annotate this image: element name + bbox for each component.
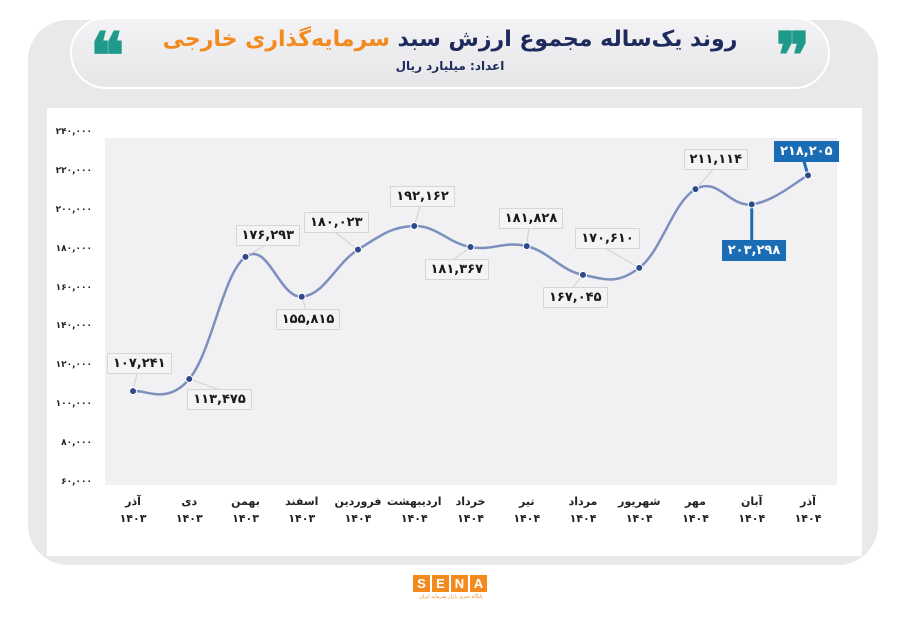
logo-letter: E bbox=[432, 575, 449, 592]
data-label: ۱۷۰,۶۱۰ bbox=[575, 227, 640, 249]
x-tick-label: آذر ۱۴۰۴ bbox=[773, 493, 843, 527]
logo-tagline: پایگاه خبری بازار سرمایه ایران bbox=[419, 594, 483, 600]
y-tick-label: ۱۲۰,۰۰۰ bbox=[55, 360, 92, 371]
x-tick-month: آذر bbox=[800, 495, 816, 508]
label-leader-line bbox=[604, 247, 640, 269]
label-leader-line bbox=[333, 231, 359, 251]
logo-letter: N bbox=[451, 575, 468, 592]
x-tick-month: آذر bbox=[125, 495, 141, 508]
data-point-marker bbox=[804, 171, 812, 180]
header-banner: ❝ روند یک‌ساله مجموع ارزش سبد سرمایه‌گذا… bbox=[70, 17, 830, 89]
x-tick-year: ۱۴۰۳ bbox=[175, 512, 203, 525]
y-tick-label: ۱۴۰,۰۰۰ bbox=[55, 321, 92, 332]
x-tick-year: ۱۴۰۴ bbox=[457, 512, 484, 525]
x-tick-label: فروردین ۱۴۰۴ bbox=[323, 493, 393, 527]
x-tick-label: آذر ۱۴۰۳ bbox=[98, 493, 168, 527]
chart-subtitle: اعداد: میلیارد ریال bbox=[395, 59, 505, 73]
data-label: ۱۷۶,۲۹۳ bbox=[235, 224, 301, 246]
x-tick-label: اسفند ۱۴۰۳ bbox=[267, 493, 337, 527]
y-tick-label: ۱۰۰,۰۰۰ bbox=[55, 399, 92, 410]
x-tick-month: خرداد bbox=[455, 495, 486, 508]
x-tick-month: فروردین bbox=[334, 495, 382, 508]
x-tick-year: ۱۴۰۴ bbox=[625, 512, 653, 525]
x-tick-label: مهر ۱۴۰۴ bbox=[661, 493, 731, 527]
x-tick-month: مهر bbox=[685, 495, 706, 508]
data-label: ۱۵۵,۸۱۵ bbox=[275, 308, 341, 330]
highlighted-data-label: ۲۱۸,۲۰۵ bbox=[774, 141, 839, 163]
y-tick-label: ۲۰۰,۰۰۰ bbox=[55, 204, 92, 215]
logo-letter: S bbox=[413, 575, 430, 592]
data-point-marker bbox=[241, 252, 250, 261]
x-tick-label: خرداد ۱۴۰۴ bbox=[436, 493, 506, 527]
x-tick-month: آبان bbox=[741, 495, 763, 508]
x-tick-label: تیر ۱۴۰۴ bbox=[492, 493, 562, 527]
y-tick-label: ۶۰,۰۰۰ bbox=[61, 477, 92, 487]
plot-area bbox=[105, 138, 837, 485]
data-point-marker bbox=[410, 222, 419, 231]
title-main: روند یک‌ساله مجموع ارزش سبد bbox=[397, 27, 738, 52]
x-tick-year: ۱۴۰۴ bbox=[682, 512, 709, 525]
x-tick-month: بهمن bbox=[231, 495, 260, 508]
data-point-marker bbox=[297, 292, 306, 301]
x-tick-year: ۱۴۰۴ bbox=[344, 512, 372, 525]
x-tick-month: اردیبهشت bbox=[387, 495, 442, 508]
series-line bbox=[132, 174, 809, 396]
data-label: ۱۹۲,۱۶۲ bbox=[390, 186, 455, 208]
label-leader-line bbox=[695, 168, 714, 190]
x-tick-label: بهمن ۱۴۰۳ bbox=[211, 493, 281, 527]
x-tick-label: مرداد ۱۴۰۴ bbox=[548, 493, 618, 527]
chart-title: روند یک‌ساله مجموع ارزش سبد سرمایه‌گذاری… bbox=[72, 27, 828, 52]
x-tick-label: دی ۱۴۰۳ bbox=[154, 493, 224, 527]
data-label: ۱۸۱,۳۶۷ bbox=[424, 259, 490, 280]
x-tick-year: ۱۴۰۳ bbox=[288, 512, 316, 525]
x-tick-month: مرداد bbox=[568, 495, 598, 508]
y-tick-label: ۲۲۰,۰۰۰ bbox=[55, 165, 92, 176]
data-label: ۱۱۳,۴۷۵ bbox=[187, 389, 252, 411]
x-tick-year: ۱۴۰۴ bbox=[569, 512, 597, 525]
data-point-marker bbox=[354, 245, 362, 254]
quote-open-icon: ❝ bbox=[90, 19, 125, 94]
data-point-marker bbox=[522, 242, 531, 251]
x-tick-month: تیر bbox=[519, 495, 535, 508]
data-label: ۱۰۷,۲۴۱ bbox=[107, 353, 172, 375]
y-tick-label: ۸۰,۰۰۰ bbox=[61, 438, 92, 449]
data-point-marker bbox=[747, 200, 756, 209]
data-label: ۱۸۰,۰۲۳ bbox=[304, 211, 369, 233]
x-tick-month: شهریور bbox=[618, 495, 661, 508]
logo-letter: A bbox=[470, 575, 487, 592]
data-label: ۲۱۱,۱۱۴ bbox=[683, 149, 749, 171]
x-tick-label: شهریور ۱۴۰۴ bbox=[604, 493, 674, 527]
x-tick-year: ۱۴۰۴ bbox=[513, 512, 541, 525]
x-tick-month: دی bbox=[181, 495, 198, 508]
x-tick-year: ۱۴۰۳ bbox=[119, 512, 147, 525]
x-tick-year: ۱۴۰۴ bbox=[738, 512, 766, 525]
data-point-marker bbox=[691, 185, 700, 194]
data-point-marker bbox=[579, 270, 587, 279]
highlighted-data-label: ۲۰۳,۲۹۸ bbox=[721, 240, 787, 262]
y-tick-label: ۱۶۰,۰۰۰ bbox=[55, 282, 92, 293]
x-tick-year: ۱۴۰۴ bbox=[400, 512, 428, 525]
data-point-marker bbox=[185, 375, 194, 384]
data-point-marker bbox=[129, 387, 137, 396]
x-tick-label: اردیبهشت ۱۴۰۴ bbox=[379, 493, 449, 527]
label-leader-line bbox=[189, 378, 218, 390]
title-highlight: سرمایه‌گذاری خارجی bbox=[162, 27, 390, 52]
data-point-marker bbox=[635, 263, 644, 272]
x-tick-month: اسفند bbox=[285, 495, 319, 508]
y-tick-label: ۲۴۰,۰۰۰ bbox=[55, 127, 92, 137]
data-point-marker bbox=[466, 243, 475, 252]
x-tick-year: ۱۴۰۳ bbox=[232, 512, 259, 525]
y-tick-label: ۱۸۰,۰۰۰ bbox=[55, 243, 92, 254]
quote-close-icon: ❞ bbox=[775, 19, 810, 94]
data-label: ۱۸۱,۸۲۸ bbox=[498, 208, 564, 230]
data-label: ۱۶۷,۰۴۵ bbox=[543, 286, 608, 308]
x-tick-year: ۱۴۰۴ bbox=[794, 512, 822, 525]
x-tick-label: آبان ۱۴۰۴ bbox=[717, 493, 787, 527]
